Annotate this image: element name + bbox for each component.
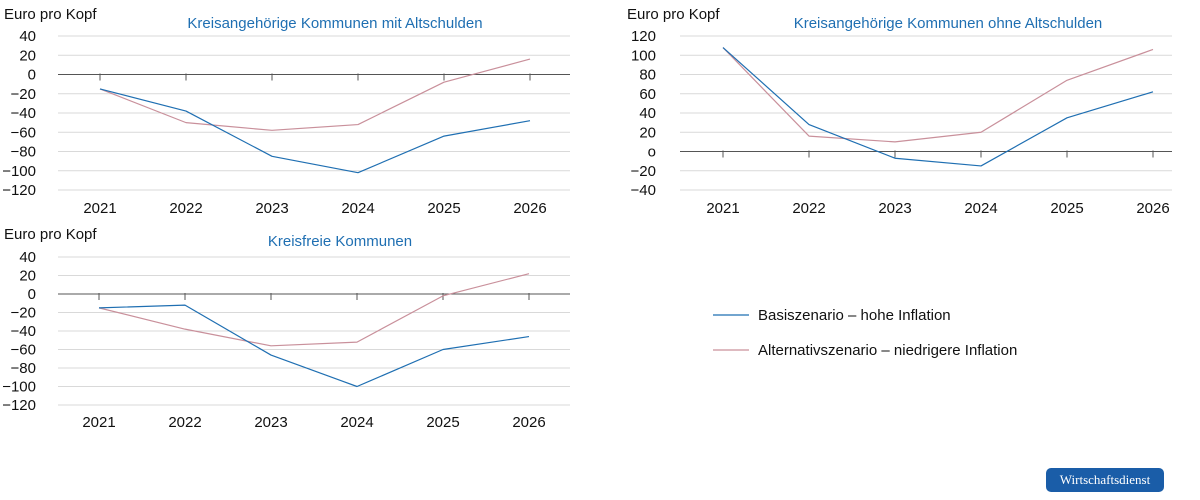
y-tick-label: −40 [631, 182, 656, 199]
y-tick-label: 60 [639, 86, 656, 103]
x-tick-label: 2026 [512, 414, 545, 431]
y-tick-label: −60 [11, 124, 36, 141]
x-tick-label: 2021 [83, 200, 116, 217]
y-tick-label: −20 [631, 163, 656, 180]
y-tick-label: −100 [2, 379, 36, 396]
series-line-alternativ [98, 273, 530, 347]
y-tick-label: 100 [631, 47, 656, 64]
y-tick-label: −20 [11, 305, 36, 322]
chart-title: Kreisangehörige Kommunen mit Altschulden [187, 15, 482, 32]
x-tick-label: 2021 [706, 200, 739, 217]
y-tick-label: −100 [2, 163, 36, 180]
x-tick-label: 2023 [254, 414, 287, 431]
chart-panel-2: 120 100 80 60 40 20 o −20 −40 2021 2022 2023 2024 202… [627, 6, 1172, 217]
x-tick-label: 2024 [341, 200, 374, 217]
chart-title: Kreisangehörige Kommunen ohne Altschulde… [794, 15, 1103, 32]
y-axis-label: Euro pro Kopf [4, 6, 97, 23]
y-tick-label: 40 [19, 249, 36, 266]
y-tick-label: 20 [19, 268, 36, 285]
x-tick-label: 2025 [427, 200, 460, 217]
legend-label-basis: Basiszenario – hohe Inflation [758, 307, 951, 324]
legend-label-alternativ: Alternativszenario – niedrigere Inflatio… [758, 342, 1017, 359]
chart-title: Kreisfreie Kommunen [268, 233, 412, 250]
y-tick-label: −80 [11, 144, 36, 161]
y-tick-label: 20 [19, 47, 36, 64]
x-tick-label: 2023 [255, 200, 288, 217]
wirtschaftsdienst-badge: Wirtschaftsdienst [1046, 468, 1164, 492]
y-tick-label: o [648, 144, 656, 161]
y-tick-label: −120 [2, 397, 36, 414]
y-tick-label: −40 [11, 323, 36, 340]
x-tick-label: 2022 [168, 414, 201, 431]
series-line-alternativ [99, 58, 531, 131]
x-tick-label: 2024 [340, 414, 373, 431]
series-line-basis [99, 88, 531, 174]
y-tick-label: 20 [639, 124, 656, 141]
x-tick-label: 2026 [513, 200, 546, 217]
y-tick-label: −80 [11, 360, 36, 377]
y-axis-label: Euro pro Kopf [627, 6, 720, 23]
x-tick-label: 2025 [1050, 200, 1083, 217]
chart-panel-1: 40 20 0 −20 −40 −60 −80 −100 −120 2021 2022 2023 202… [2, 6, 570, 217]
series-line-basis [98, 304, 530, 388]
x-tick-label: 2024 [964, 200, 997, 217]
y-tick-label: 0 [28, 67, 36, 84]
y-tick-label: 40 [19, 28, 36, 45]
y-tick-label: 120 [631, 28, 656, 45]
x-tick-label: 2021 [82, 414, 115, 431]
x-tick-label: 2023 [878, 200, 911, 217]
y-axis-label: Euro pro Kopf [4, 226, 97, 243]
y-tick-label: 40 [639, 105, 656, 122]
y-tick-label: −40 [11, 105, 36, 122]
legend: Basiszenario – hohe Inflation Alternativs… [713, 307, 1017, 359]
y-tick-label: −20 [11, 86, 36, 103]
y-tick-label: −120 [2, 182, 36, 199]
y-tick-label: 0 [28, 286, 36, 303]
x-tick-label: 2022 [169, 200, 202, 217]
chart-panel-3: 40 200 −20−40 −60−80 −100−120 2021 2022 2023 202… [2, 226, 570, 431]
series-line-alternativ [722, 47, 1154, 143]
x-tick-label: 2026 [1136, 200, 1169, 217]
series-line-basis [722, 47, 1154, 167]
x-tick-label: 2025 [426, 414, 459, 431]
y-tick-label: 80 [639, 67, 656, 84]
x-tick-label: 2022 [792, 200, 825, 217]
y-tick-label: −60 [11, 342, 36, 359]
